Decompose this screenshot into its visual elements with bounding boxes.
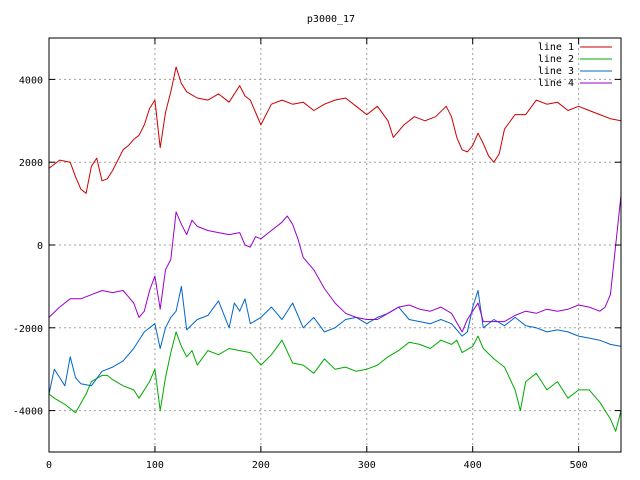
x-tick-label: 400	[464, 460, 482, 471]
axis-ticks: 0 100 200 300 400 500 -4000 -2000 0 2000 4000	[13, 38, 621, 471]
y-tick-label: -4000	[13, 407, 43, 418]
y-tick-label: 0	[37, 241, 43, 252]
x-tick-label: 100	[146, 460, 164, 471]
legend-label: line 2	[538, 54, 574, 65]
legend-label: line 3	[538, 66, 574, 77]
x-tick-label: 200	[252, 460, 270, 471]
grid-lines	[49, 38, 621, 452]
series-line-3	[48, 285, 622, 395]
x-tick-label: 500	[570, 460, 588, 471]
series-line-2	[48, 331, 622, 432]
series-line-4	[48, 195, 622, 333]
series-lines	[48, 66, 622, 432]
legend-label: line 4	[538, 78, 574, 89]
legend-label: line 1	[538, 42, 574, 53]
x-tick-label: 300	[358, 460, 376, 471]
chart-title: p3000_17	[307, 14, 355, 25]
series-line-1	[48, 66, 622, 194]
x-tick-label: 0	[46, 460, 52, 471]
y-tick-label: 4000	[19, 75, 43, 86]
y-tick-label: -2000	[13, 324, 43, 335]
y-tick-label: 2000	[19, 158, 43, 169]
